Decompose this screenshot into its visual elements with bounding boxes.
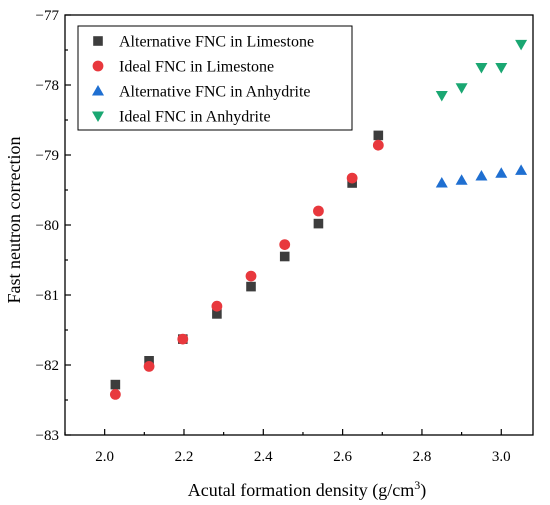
data-point-series-1	[246, 281, 256, 292]
legend-marker-2	[92, 60, 104, 72]
data-point-series-2	[279, 239, 291, 251]
data-point-series-4	[495, 63, 508, 74]
x-axis-title: Acutal formation density (g/cm3)	[188, 478, 426, 501]
data-point-series-1	[144, 356, 154, 366]
data-point-series-1	[110, 379, 121, 390]
x-tick-label: 2.0	[95, 449, 114, 465]
data-point-series-1	[212, 309, 222, 319]
data-point-series-3	[515, 164, 528, 175]
legend-label: Ideal FNC in Anhydrite	[119, 109, 271, 126]
data-point-series-2	[143, 361, 155, 372]
legend-label: Alternative FNC in Limestone	[119, 34, 314, 51]
data-point-series-3	[475, 170, 488, 181]
y-tick-label: −82	[36, 358, 59, 374]
x-tick-label: 3.0	[492, 449, 511, 465]
y-axis-title: Fast neutron correction	[4, 137, 24, 304]
data-point-series-2	[109, 389, 121, 400]
data-point-series-1	[279, 251, 290, 262]
data-point-series-4	[435, 91, 448, 102]
x-tick-label: 2.4	[254, 449, 273, 465]
axis-ticks: 2.0 2.2 2.4 2.6 2.8 3.0 −83 −82 −81 −80 −79 −78 −77	[36, 8, 511, 465]
x-tick-label: 2.6	[333, 449, 352, 465]
y-tick-label: −77	[36, 8, 60, 24]
y-tick-label: −83	[36, 428, 59, 444]
legend: Alternative FNC in Limestone Ideal FNC in…	[77, 25, 353, 131]
legend-marker-1	[93, 36, 103, 46]
data-point-series-3	[495, 167, 508, 178]
data-point-series-2	[177, 333, 189, 345]
legend-marker-4	[92, 111, 104, 122]
data-point-series-2	[313, 205, 324, 217]
legend-label: Ideal FNC in Limestone	[119, 59, 274, 76]
data-point-series-3	[435, 177, 448, 188]
data-point-series-1	[373, 130, 384, 141]
y-tick-label: −78	[36, 78, 59, 94]
data-point-series-4	[515, 39, 528, 51]
data-point-series-2	[372, 139, 384, 151]
y-tick-label: −80	[36, 218, 59, 234]
x-tick-label: 2.8	[413, 449, 432, 465]
data-points	[109, 39, 528, 400]
y-tick-label: −81	[36, 288, 59, 304]
legend-box	[77, 25, 353, 131]
data-point-series-1	[313, 218, 324, 229]
x-axis-title-superscript: 3	[414, 478, 420, 492]
data-point-series-4	[475, 63, 488, 74]
x-axis-title-suffix: )	[420, 480, 426, 501]
y-tick-label: −79	[36, 148, 59, 164]
x-tick-label: 2.2	[175, 449, 194, 465]
data-point-series-3	[455, 174, 468, 185]
data-point-series-2	[211, 300, 223, 312]
data-point-series-2	[346, 172, 358, 184]
legend-marker-3	[92, 85, 104, 96]
data-point-series-4	[455, 83, 468, 94]
data-point-series-2	[245, 270, 257, 282]
legend-label: Alternative FNC in Anhydrite	[119, 84, 311, 101]
